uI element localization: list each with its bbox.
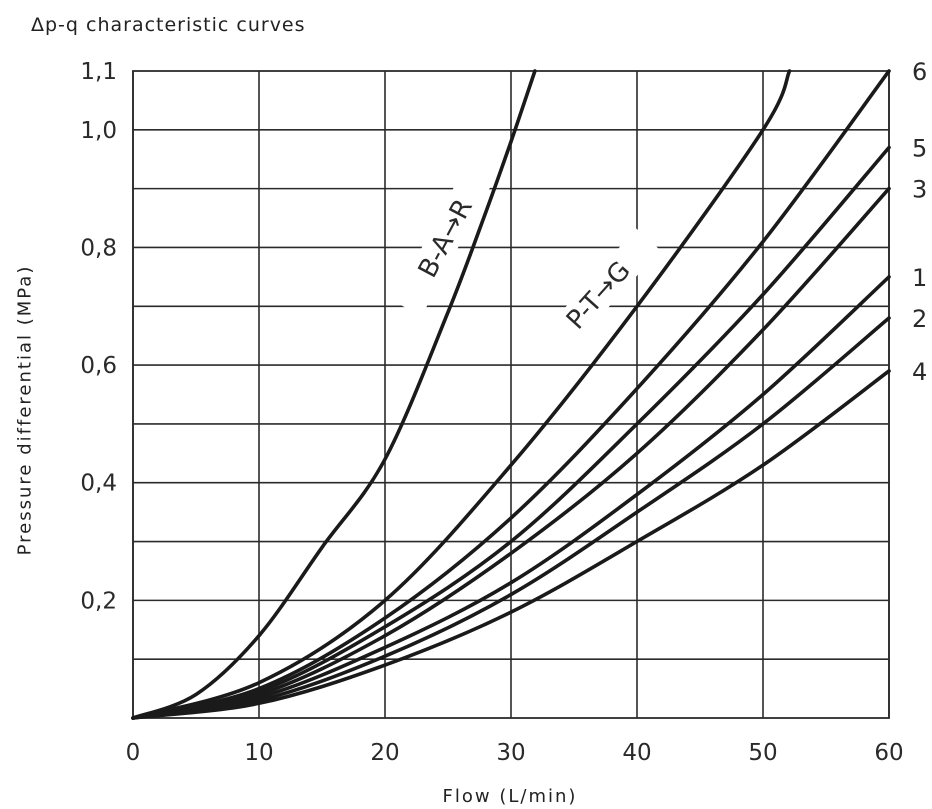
y-tick-label: 0,6 bbox=[80, 353, 117, 379]
chart-title: Δp-q characteristic curves bbox=[31, 14, 306, 36]
x-tick-label: 60 bbox=[874, 740, 903, 766]
series-line-5 bbox=[131, 145, 891, 720]
series-label-6: 6 bbox=[912, 58, 927, 86]
x-tick-label: 30 bbox=[496, 740, 525, 766]
x-axis-label: Flow (L/min) bbox=[442, 786, 578, 807]
series-label-b-a-r: B-A→R bbox=[413, 194, 479, 283]
grid bbox=[132, 71, 890, 718]
series-line-3 bbox=[131, 186, 891, 720]
series-label-3: 3 bbox=[912, 176, 927, 204]
x-tick-label: 10 bbox=[244, 740, 273, 766]
axes: 0 10 20 30 40 50 60 0,2 0,4 0,6 0,8 1,0 1,1 bbox=[80, 59, 903, 766]
label-mask bbox=[535, 228, 661, 362]
series-line-p-t-g bbox=[131, 69, 792, 720]
plot-frame bbox=[132, 70, 890, 719]
series-line-1 bbox=[131, 275, 891, 720]
x-tick-label: 20 bbox=[370, 740, 399, 766]
series-label-5: 5 bbox=[912, 134, 927, 162]
series-line-4 bbox=[131, 369, 891, 720]
y-tick-label: 1,0 bbox=[80, 118, 117, 144]
x-tick-label: 50 bbox=[748, 740, 777, 766]
series-line-b-a-r bbox=[131, 69, 537, 720]
y-tick-label: 0,2 bbox=[80, 588, 117, 614]
x-tick-label: 0 bbox=[126, 740, 141, 766]
y-tick-label: 1,1 bbox=[80, 59, 117, 85]
y-tick-label: 0,4 bbox=[80, 471, 117, 497]
series-lines bbox=[131, 69, 891, 720]
label-mask bbox=[393, 159, 497, 317]
y-tick-label: 0,8 bbox=[80, 235, 117, 261]
series-label-2: 2 bbox=[912, 305, 927, 333]
x-tick-label: 40 bbox=[622, 740, 651, 766]
series-line-6 bbox=[131, 69, 891, 720]
series-label-4: 4 bbox=[912, 358, 927, 386]
series-label-1: 1 bbox=[912, 264, 927, 292]
series-line-2 bbox=[131, 316, 891, 720]
